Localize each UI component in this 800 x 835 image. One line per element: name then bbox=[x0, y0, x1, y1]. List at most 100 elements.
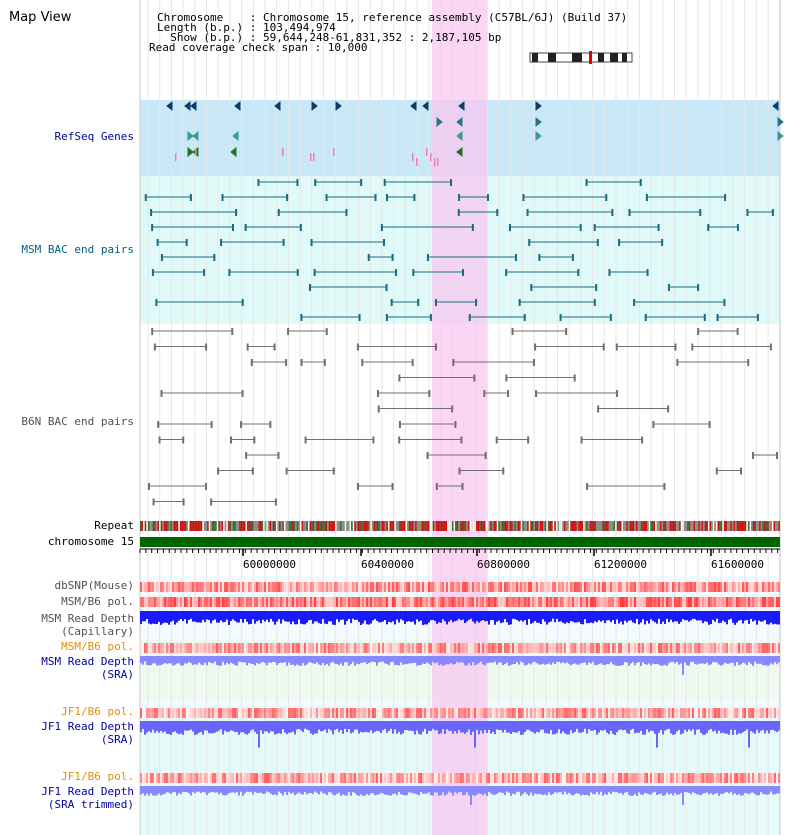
msm-depth-capillary-bar bbox=[450, 611, 452, 620]
repeat-mark bbox=[773, 521, 775, 531]
repeat-mark bbox=[416, 521, 419, 531]
b6n-bac-pair-end bbox=[697, 328, 700, 335]
jf1-b6-pol-heat bbox=[302, 708, 304, 718]
jf1-depth-sra-bar bbox=[290, 721, 292, 733]
b6n-bac-pair-end bbox=[667, 405, 670, 413]
jf1-depth-trimmed-bar bbox=[168, 786, 170, 793]
repeat-mark bbox=[399, 521, 401, 531]
track-label-msm-bac[interactable]: MSM BAC end pairs bbox=[21, 243, 134, 256]
dbsnp-heat bbox=[416, 582, 418, 592]
repeat-mark bbox=[400, 521, 403, 531]
repeat-mark bbox=[682, 521, 684, 531]
refseq-feature bbox=[313, 153, 315, 161]
msm-depth-sra-bar bbox=[772, 656, 774, 665]
jf1-depth-trimmed-bar bbox=[212, 786, 214, 792]
jf1-b6-pol-heat-2 bbox=[416, 773, 418, 783]
jf1-b6-pol-heat bbox=[240, 708, 242, 718]
dbsnp-heat bbox=[292, 582, 294, 592]
msm-b6-pol-heat bbox=[324, 597, 326, 607]
dbsnp-heat bbox=[280, 582, 282, 592]
msm-depth-capillary-bar bbox=[284, 611, 286, 622]
jf1-b6-pol-heat-2 bbox=[654, 773, 656, 783]
repeat-mark bbox=[148, 521, 150, 531]
jf1-b6-pol-heat-2 bbox=[720, 773, 722, 783]
repeat-mark bbox=[596, 521, 598, 531]
msm-b6-pol-heat bbox=[648, 597, 650, 607]
track-label-dbsnp[interactable]: dbSNP(Mouse) bbox=[54, 579, 134, 592]
jf1-b6-pol-heat bbox=[426, 708, 428, 718]
dbsnp-heat bbox=[704, 582, 706, 592]
jf1-depth-sra-bar bbox=[502, 721, 504, 733]
jf1-depth-trimmed-bar bbox=[698, 786, 700, 795]
msm-b6-pol-heat-2 bbox=[766, 643, 768, 653]
repeat-mark bbox=[293, 521, 295, 531]
msm-b6-pol-heat bbox=[692, 597, 694, 607]
msm-depth-capillary-bar bbox=[632, 611, 634, 623]
repeat-mark bbox=[360, 521, 363, 531]
msm-depth-capillary-bar bbox=[426, 611, 428, 625]
msm-depth-sra-bar bbox=[504, 656, 506, 665]
track-label-msm-b6-pol-2[interactable]: MSM/B6 pol. bbox=[61, 640, 134, 653]
jf1-b6-pol-heat bbox=[438, 708, 440, 718]
track-label-msm-depth-capillary[interactable]: MSM Read Depth bbox=[41, 612, 134, 625]
jf1-depth-trimmed-bar bbox=[282, 786, 284, 796]
jf1-depth-trimmed-bar bbox=[178, 786, 180, 794]
b6n-bac-pair-end bbox=[507, 390, 510, 397]
track-label-jf1-depth-trimmed[interactable]: JF1 Read Depth bbox=[41, 785, 134, 798]
track-label-jf1-depth-sra[interactable]: JF1 Read Depth bbox=[41, 720, 134, 733]
msm-depth-sra-bar bbox=[194, 656, 196, 665]
msm-depth-sra-bar bbox=[498, 656, 500, 663]
dbsnp-heat bbox=[268, 582, 270, 592]
jf1-b6-pol-heat bbox=[196, 708, 198, 718]
track-label-chromosome[interactable]: chromosome 15 bbox=[47, 535, 134, 548]
jf1-b6-pol-heat bbox=[532, 708, 534, 718]
jf1-b6-pol-heat-2 bbox=[700, 773, 702, 783]
track-label-refseq[interactable]: RefSeq Genes bbox=[54, 130, 134, 143]
dbsnp-heat bbox=[532, 582, 534, 592]
jf1-depth-sra-bar bbox=[324, 721, 326, 730]
msm-b6-pol-heat bbox=[592, 597, 594, 607]
msm-depth-sra-bar bbox=[550, 656, 552, 665]
track-label-jf1-b6-pol-2[interactable]: JF1/B6 pol. bbox=[61, 770, 134, 783]
repeat-mark bbox=[487, 521, 489, 531]
msm-depth-capillary-bar bbox=[756, 611, 758, 625]
msm-b6-pol-heat bbox=[384, 597, 386, 607]
jf1-depth-trimmed-bar bbox=[686, 786, 688, 793]
repeat-mark bbox=[618, 521, 620, 531]
msm-b6-pol-heat-2 bbox=[232, 643, 234, 653]
msm-depth-sra-bar bbox=[606, 656, 608, 664]
jf1-b6-pol-heat-2 bbox=[484, 773, 486, 783]
repeat-mark bbox=[218, 521, 220, 531]
jf1-depth-trimmed-bar bbox=[472, 786, 474, 796]
msm-depth-sra-bar bbox=[168, 656, 170, 664]
jf1-depth-sra-bar bbox=[490, 721, 492, 734]
repeat-mark bbox=[271, 521, 273, 531]
dbsnp-heat bbox=[734, 582, 736, 592]
msm-depth-capillary-bar bbox=[416, 611, 418, 620]
track-label-msm-depth-sra[interactable]: MSM Read Depth bbox=[41, 655, 134, 668]
msm-b6-pol-heat-2 bbox=[322, 643, 324, 653]
chromosome-info: Chromosome : Chromosome 15, reference as… bbox=[157, 11, 628, 24]
repeat-mark bbox=[296, 521, 299, 531]
msm-b6-pol-heat bbox=[518, 597, 520, 607]
repeat-mark bbox=[733, 521, 735, 531]
track-label-repeat[interactable]: Repeat bbox=[94, 519, 134, 532]
msm-depth-sra-bar bbox=[186, 656, 188, 664]
track-label-b6n-bac[interactable]: B6N BAC end pairs bbox=[21, 415, 134, 428]
msm-b6-pol-heat bbox=[500, 597, 502, 607]
jf1-depth-sra-bar bbox=[220, 721, 222, 730]
jf1-b6-pol-heat-2 bbox=[420, 773, 422, 783]
jf1-b6-pol-heat-2 bbox=[384, 773, 386, 783]
msm-depth-sra-bar bbox=[182, 656, 184, 666]
dbsnp-heat bbox=[624, 582, 626, 592]
msm-depth-sra-bar bbox=[576, 656, 578, 665]
repeat-mark bbox=[386, 521, 388, 531]
track-label-msm-b6-pol[interactable]: MSM/B6 pol. bbox=[61, 595, 134, 608]
dbsnp-heat bbox=[514, 582, 516, 592]
jf1-b6-pol-heat-2 bbox=[542, 773, 544, 783]
dbsnp-heat bbox=[252, 582, 254, 592]
jf1-depth-trimmed-bar bbox=[484, 786, 486, 794]
jf1-b6-pol-heat-2 bbox=[140, 773, 142, 783]
track-label-jf1-b6-pol[interactable]: JF1/B6 pol. bbox=[61, 705, 134, 718]
